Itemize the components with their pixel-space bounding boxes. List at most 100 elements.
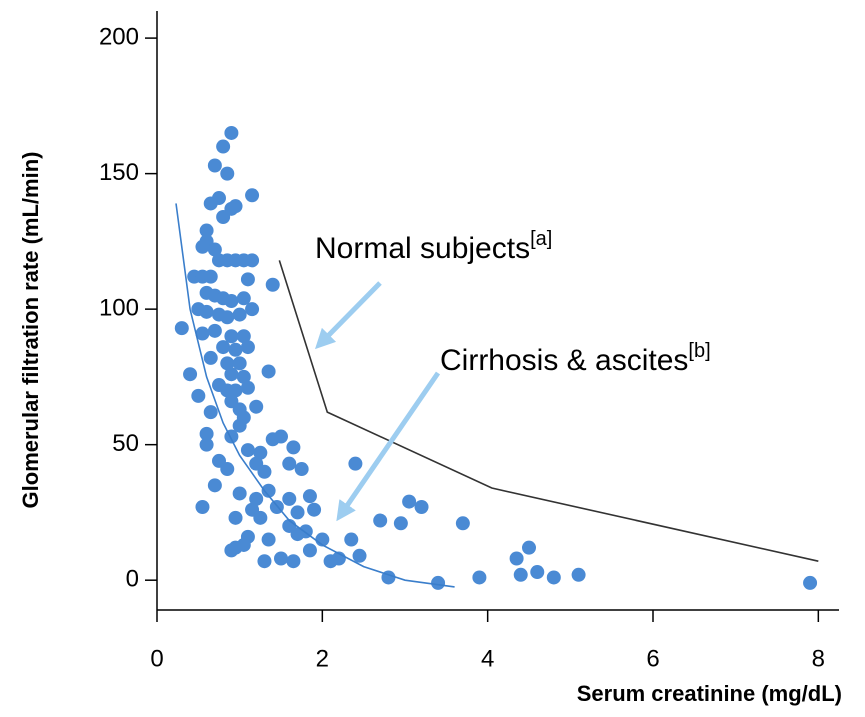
data-point (286, 554, 301, 569)
data-point (220, 356, 235, 371)
y-tick-label: 150 (99, 159, 139, 186)
data-point (290, 505, 305, 520)
x-axis-title: Serum creatinine (mg/dL) (577, 681, 842, 706)
data-point (228, 342, 243, 357)
data-point (199, 437, 214, 452)
data-point (203, 405, 218, 420)
data-point (191, 388, 206, 403)
data-point (232, 418, 247, 433)
data-point (245, 253, 260, 268)
data-point (236, 329, 251, 344)
data-point (253, 510, 268, 525)
data-point (265, 277, 280, 292)
data-point (224, 125, 239, 140)
data-point (199, 304, 214, 319)
annotation-arrow (314, 281, 382, 350)
x-tick-label: 8 (812, 645, 825, 672)
data-point (220, 462, 235, 477)
data-point (195, 500, 210, 515)
annotation-sup: [b] (688, 340, 710, 362)
x-tick-label: 2 (316, 645, 329, 672)
data-point (216, 340, 231, 355)
data-point (344, 532, 359, 547)
y-tick-label: 100 (99, 294, 139, 321)
data-point (199, 223, 214, 238)
data-point (232, 356, 247, 371)
data-point (393, 516, 408, 531)
data-point (571, 567, 586, 582)
data-point (207, 158, 222, 173)
data-point (530, 565, 545, 580)
y-tick-label: 50 (112, 430, 139, 457)
annotation-text: Cirrhosis & ascites (440, 344, 688, 377)
data-point (174, 321, 189, 336)
data-point (348, 456, 363, 471)
data-point (282, 456, 297, 471)
data-point (522, 540, 536, 555)
data-point (302, 489, 317, 504)
line (175, 203, 455, 588)
data-point (249, 491, 264, 506)
data-point (195, 326, 210, 341)
line (278, 260, 819, 562)
data-point (282, 491, 297, 506)
data-point (352, 548, 367, 563)
data-point (274, 551, 288, 566)
data-point (216, 209, 231, 224)
data-point (183, 367, 198, 382)
data-point (224, 543, 239, 558)
annotation: Cirrhosis & ascites[b] (440, 340, 711, 377)
data-point (199, 426, 214, 441)
x-tick-label: 6 (646, 645, 659, 672)
data-point (232, 486, 247, 501)
data-point (302, 543, 317, 558)
data-point (224, 429, 239, 444)
y-tick-label: 0 (126, 566, 139, 593)
data-point (228, 510, 243, 525)
data-point (286, 440, 301, 455)
data-point (257, 554, 272, 569)
data-point (261, 483, 276, 498)
data-point (228, 199, 243, 214)
annotation: Normal subjects[a] (315, 228, 552, 265)
data-point (509, 551, 524, 566)
data-point (240, 340, 255, 355)
data-point (294, 462, 309, 477)
annotation-sup: [a] (530, 228, 552, 250)
data-point (207, 242, 222, 257)
data-point (236, 291, 251, 306)
data-point (803, 575, 818, 590)
data-point (245, 302, 260, 317)
data-point (207, 478, 222, 493)
data-point (323, 554, 338, 569)
data-point (203, 269, 218, 284)
data-point (546, 570, 561, 585)
data-point (513, 567, 528, 582)
data-point (431, 575, 446, 590)
data-point (261, 532, 276, 547)
data-point (455, 516, 470, 531)
data-point (240, 443, 255, 458)
data-point (472, 570, 487, 585)
data-point (224, 367, 239, 382)
annotation-arrow (336, 371, 441, 522)
data-point (249, 399, 264, 414)
y-tick-label: 200 (99, 23, 139, 50)
data-point (207, 323, 222, 338)
x-tick-label: 0 (150, 645, 163, 672)
data-point (224, 294, 239, 309)
data-point (373, 513, 388, 528)
plot-marks (174, 125, 819, 590)
data-point (307, 502, 322, 517)
data-point (232, 307, 247, 322)
data-point (240, 380, 255, 395)
x-tick-label: 4 (481, 645, 494, 672)
data-point (216, 139, 231, 154)
data-point (220, 166, 235, 181)
data-point (228, 383, 243, 398)
data-point (414, 500, 429, 515)
data-point (203, 350, 218, 365)
data-point (253, 445, 268, 460)
y-axis-title: Glomerular filtration rate (mL/min) (18, 152, 43, 509)
data-point (261, 364, 276, 379)
